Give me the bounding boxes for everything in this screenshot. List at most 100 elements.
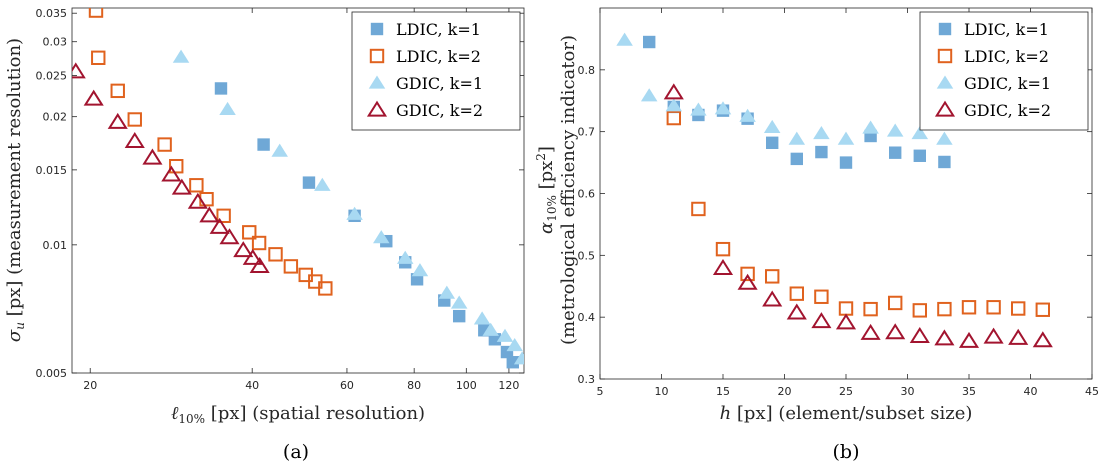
data-point xyxy=(715,241,731,257)
data-point xyxy=(171,178,192,195)
y-tick-label: 0.5 xyxy=(578,249,596,262)
series-gdic-k2 xyxy=(72,62,270,274)
series-gdic-k1 xyxy=(172,49,524,365)
data-point xyxy=(438,285,456,299)
data-point xyxy=(169,159,184,174)
legend-marker xyxy=(366,100,388,117)
panel-a: 20 40 60 80 100 120 0.005 0.01 0.015 0.02 0.025 0.0… xyxy=(4,7,525,463)
data-point xyxy=(839,156,853,169)
data-point xyxy=(838,301,854,316)
data-point xyxy=(909,326,930,343)
legend-marker xyxy=(934,100,956,117)
data-point xyxy=(835,313,857,330)
data-point xyxy=(411,263,429,277)
data-point xyxy=(482,322,499,336)
legend-label: GDIC, k=2 xyxy=(964,101,1051,120)
x-tick-label: 60 xyxy=(340,379,354,392)
x-tick-label: 120 xyxy=(498,379,519,392)
data-point xyxy=(1035,302,1050,317)
data-point xyxy=(161,165,182,182)
x-axis-label: h [px] (element/subset size) xyxy=(720,403,973,424)
x-axis-label: ℓ10% [px] (spatial resolution) xyxy=(171,403,425,426)
data-point xyxy=(251,235,267,251)
data-point xyxy=(961,300,977,315)
plot-area xyxy=(616,32,1053,348)
data-point xyxy=(346,206,363,220)
data-point xyxy=(396,250,414,264)
data-point xyxy=(813,126,830,140)
data-point xyxy=(862,120,879,134)
y-tick-label: 0.005 xyxy=(36,367,68,380)
data-point xyxy=(737,273,758,290)
legend-label: LDIC, k=2 xyxy=(396,47,481,66)
data-point xyxy=(766,136,779,149)
x-tick-label: 20 xyxy=(778,385,792,398)
data-point xyxy=(513,351,524,365)
data-point xyxy=(219,101,236,116)
y-tick-label: 0.035 xyxy=(36,7,68,20)
series-ldic-k2 xyxy=(666,110,1050,318)
data-point xyxy=(506,338,523,352)
data-point xyxy=(506,356,519,369)
data-point xyxy=(936,131,953,145)
y-tick-label: 0.8 xyxy=(578,64,596,77)
legend-label: GDIC, k=2 xyxy=(396,101,483,120)
data-point xyxy=(189,178,204,193)
legend-marker xyxy=(368,75,386,89)
data-point xyxy=(314,177,331,191)
legend-label: LDIC, k=1 xyxy=(396,20,481,39)
y-tick-label: 0.025 xyxy=(36,69,68,82)
y-tick-label: 0.7 xyxy=(578,126,596,139)
data-point xyxy=(283,259,299,274)
data-point xyxy=(886,123,904,137)
data-point xyxy=(691,201,706,217)
data-point xyxy=(187,192,208,209)
series-ldic-k2 xyxy=(88,8,333,296)
data-point xyxy=(763,119,781,133)
data-point xyxy=(885,323,906,340)
data-point xyxy=(983,327,1004,344)
data-point xyxy=(863,301,878,317)
data-point xyxy=(765,269,780,284)
data-point xyxy=(911,126,929,140)
x-tick-label: 30 xyxy=(901,385,915,398)
data-point xyxy=(815,145,828,159)
legend-marker xyxy=(369,48,385,64)
x-tick-label: 5 xyxy=(597,385,604,398)
data-point xyxy=(242,225,257,240)
series-gdic-k1 xyxy=(616,32,953,145)
data-point xyxy=(714,101,732,115)
data-point xyxy=(242,248,263,265)
x-tick-label: 20 xyxy=(83,379,97,392)
legend: LDIC, k=1 LDIC, k=2 GDIC, k=1 GDIC, k=2 xyxy=(919,11,1089,131)
legend-marker xyxy=(937,48,953,64)
data-point xyxy=(889,146,902,159)
data-point xyxy=(788,131,806,145)
data-point xyxy=(1011,301,1026,316)
y-tick-label: 0.03 xyxy=(43,36,68,49)
data-point xyxy=(302,176,316,189)
x-tick-label: 45 xyxy=(1085,385,1099,398)
data-point xyxy=(740,266,755,282)
data-point xyxy=(157,137,172,152)
data-point xyxy=(665,98,683,112)
data-point xyxy=(762,290,783,307)
data-point xyxy=(214,82,228,95)
data-point xyxy=(814,289,829,304)
data-point xyxy=(643,35,656,49)
y-axis-label: α10% [px2] xyxy=(534,146,559,234)
x-tick-label: 40 xyxy=(245,379,259,392)
data-point xyxy=(268,247,283,262)
data-point xyxy=(912,303,927,318)
data-point xyxy=(172,49,190,63)
data-point xyxy=(934,329,955,346)
legend-label: LDIC, k=2 xyxy=(964,47,1049,66)
data-point xyxy=(712,258,734,275)
legend-label: GDIC, k=1 xyxy=(964,74,1051,93)
axes-frame xyxy=(71,7,525,374)
data-point xyxy=(666,110,681,126)
data-point xyxy=(789,286,804,301)
x-tick-label: 80 xyxy=(407,379,421,392)
data-point xyxy=(72,62,86,79)
data-point xyxy=(888,295,903,311)
